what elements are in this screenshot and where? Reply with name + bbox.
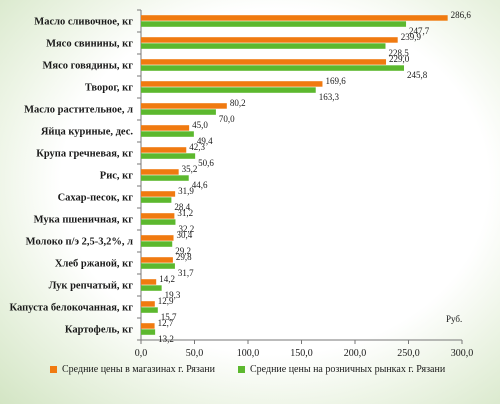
value-label-markets: 32,2 [178, 224, 194, 234]
x-tick-label: 50,0 [186, 348, 204, 359]
category-label: Капуста белокочанная, кг [10, 303, 134, 314]
value-label-stores: 45,0 [192, 120, 208, 130]
category-label: Лук репчатый, кг [49, 281, 134, 292]
category-label: Сахар-песок, кг [58, 193, 134, 204]
value-label-markets: 29,2 [175, 246, 191, 256]
legend-label-stores: Средние цены в магазинах г. Рязани [62, 364, 215, 375]
bar-stores [141, 81, 323, 87]
category-label: Мука пшеничная, кг [34, 215, 134, 226]
bar-markets [141, 329, 156, 335]
category-label: Творог, кг [85, 83, 133, 94]
value-label-stores: 14,2 [159, 274, 175, 284]
category-label: Масло растительное, л [24, 105, 133, 116]
value-label-markets: 228,5 [388, 48, 409, 58]
bar-markets [141, 197, 172, 203]
value-label-stores: 286,6 [451, 10, 472, 20]
value-label-stores: 12,9 [158, 296, 174, 306]
bar-markets [141, 285, 162, 291]
value-label-stores: 229,0 [389, 54, 410, 64]
value-label-stores: 12,7 [158, 318, 174, 328]
x-tick-label: 300,0 [451, 348, 474, 359]
x-tick-label: 200,0 [344, 348, 367, 359]
value-label-markets: 70,0 [219, 114, 235, 124]
value-label-markets: 28,4 [174, 202, 190, 212]
x-tick-label: 100,0 [237, 348, 260, 359]
bar-markets [141, 131, 194, 137]
x-tick-label: 250,0 [397, 348, 420, 359]
bar-markets [141, 219, 176, 225]
value-label-markets: 13,2 [158, 334, 174, 344]
category-label: Крупа гречневая, кг [36, 149, 133, 160]
value-label-markets: 163,3 [319, 92, 340, 102]
value-label-stores: 31,9 [178, 186, 194, 196]
bar-markets [141, 21, 407, 27]
bar-stores [141, 37, 398, 43]
bar-stores [141, 235, 174, 241]
bar-stores [141, 169, 179, 175]
bar-stores [141, 323, 155, 329]
bar-stores [141, 103, 227, 109]
value-label-stores: 169,6 [325, 76, 346, 86]
legend-label-markets: Средние цены на розничных рынках г. Ряза… [250, 364, 446, 375]
value-label-markets: 31,7 [178, 268, 194, 278]
value-label-markets: 44,6 [192, 180, 208, 190]
bar-stores [141, 213, 175, 219]
category-label: Рис, кг [100, 171, 133, 182]
value-label-stores: 35,2 [182, 164, 198, 174]
bar-stores [141, 257, 173, 263]
value-label-markets: 50,6 [198, 158, 214, 168]
legend-item-markets: Средние цены на розничных рынках г. Ряза… [238, 364, 445, 375]
value-label-stores: 30,4 [177, 230, 193, 240]
bar-stores [141, 59, 387, 65]
bar-stores [141, 125, 190, 131]
value-label-stores: 80,2 [230, 98, 246, 108]
value-label-markets: 15,7 [161, 312, 177, 322]
legend: Средние цены в магазинах г. Рязани Средн… [0, 360, 500, 384]
bar-markets [141, 153, 196, 159]
legend-swatch-markets [238, 366, 245, 373]
bar-markets [141, 109, 216, 115]
bar-markets [141, 263, 175, 269]
legend-swatch-stores [50, 366, 57, 373]
value-label-stores: 239,9 [401, 32, 422, 42]
category-label: Картофель, кг [65, 325, 133, 336]
x-tick-label: 150,0 [290, 348, 313, 359]
x-tick-label: 0,0 [135, 348, 148, 359]
legend-item-stores: Средние цены в магазинах г. Рязани [50, 364, 215, 375]
category-label: Хлеб ржаной, кг [55, 259, 133, 270]
value-label-stores: 31,2 [177, 208, 193, 218]
bar-markets [141, 307, 158, 313]
category-label: Молоко п/э 2,5-3,2%, л [26, 237, 133, 248]
bar-markets [141, 241, 173, 247]
value-label-markets: 247,7 [409, 26, 430, 36]
bar-markets [141, 65, 405, 71]
bar-stores [141, 301, 155, 307]
category-label: Яйца куриные, дес. [41, 127, 134, 138]
value-label-stores: 42,3 [189, 142, 205, 152]
category-label: Мясо свинины, кг [46, 39, 133, 50]
bar-markets [141, 175, 189, 181]
bar-markets [141, 43, 386, 49]
bar-markets [141, 87, 316, 93]
value-label-markets: 49,4 [197, 136, 213, 146]
value-label-stores: 29,8 [176, 252, 192, 262]
category-label: Мясо говядины, кг [42, 61, 133, 72]
bar-stores [141, 191, 176, 197]
value-label-markets: 19,3 [165, 290, 181, 300]
bar-stores [141, 279, 157, 285]
unit-label: Руб. [446, 314, 462, 324]
bar-stores [141, 15, 448, 21]
bar-stores [141, 147, 187, 153]
value-label-markets: 245,8 [407, 70, 428, 80]
category-label: Масло сливочное, кг [34, 17, 133, 28]
